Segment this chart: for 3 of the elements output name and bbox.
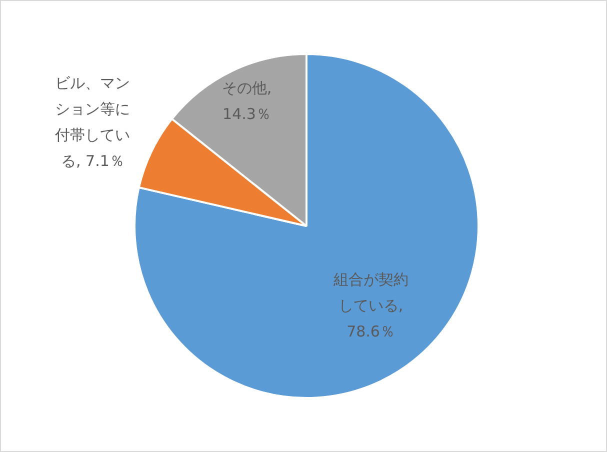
slice-label: ビル、マンション等に付帯している, 7.1％	[54, 74, 130, 170]
slice-label: 組合が契約している, 78.6％	[332, 270, 408, 341]
slice-label: その他, 14.3％	[222, 78, 272, 123]
